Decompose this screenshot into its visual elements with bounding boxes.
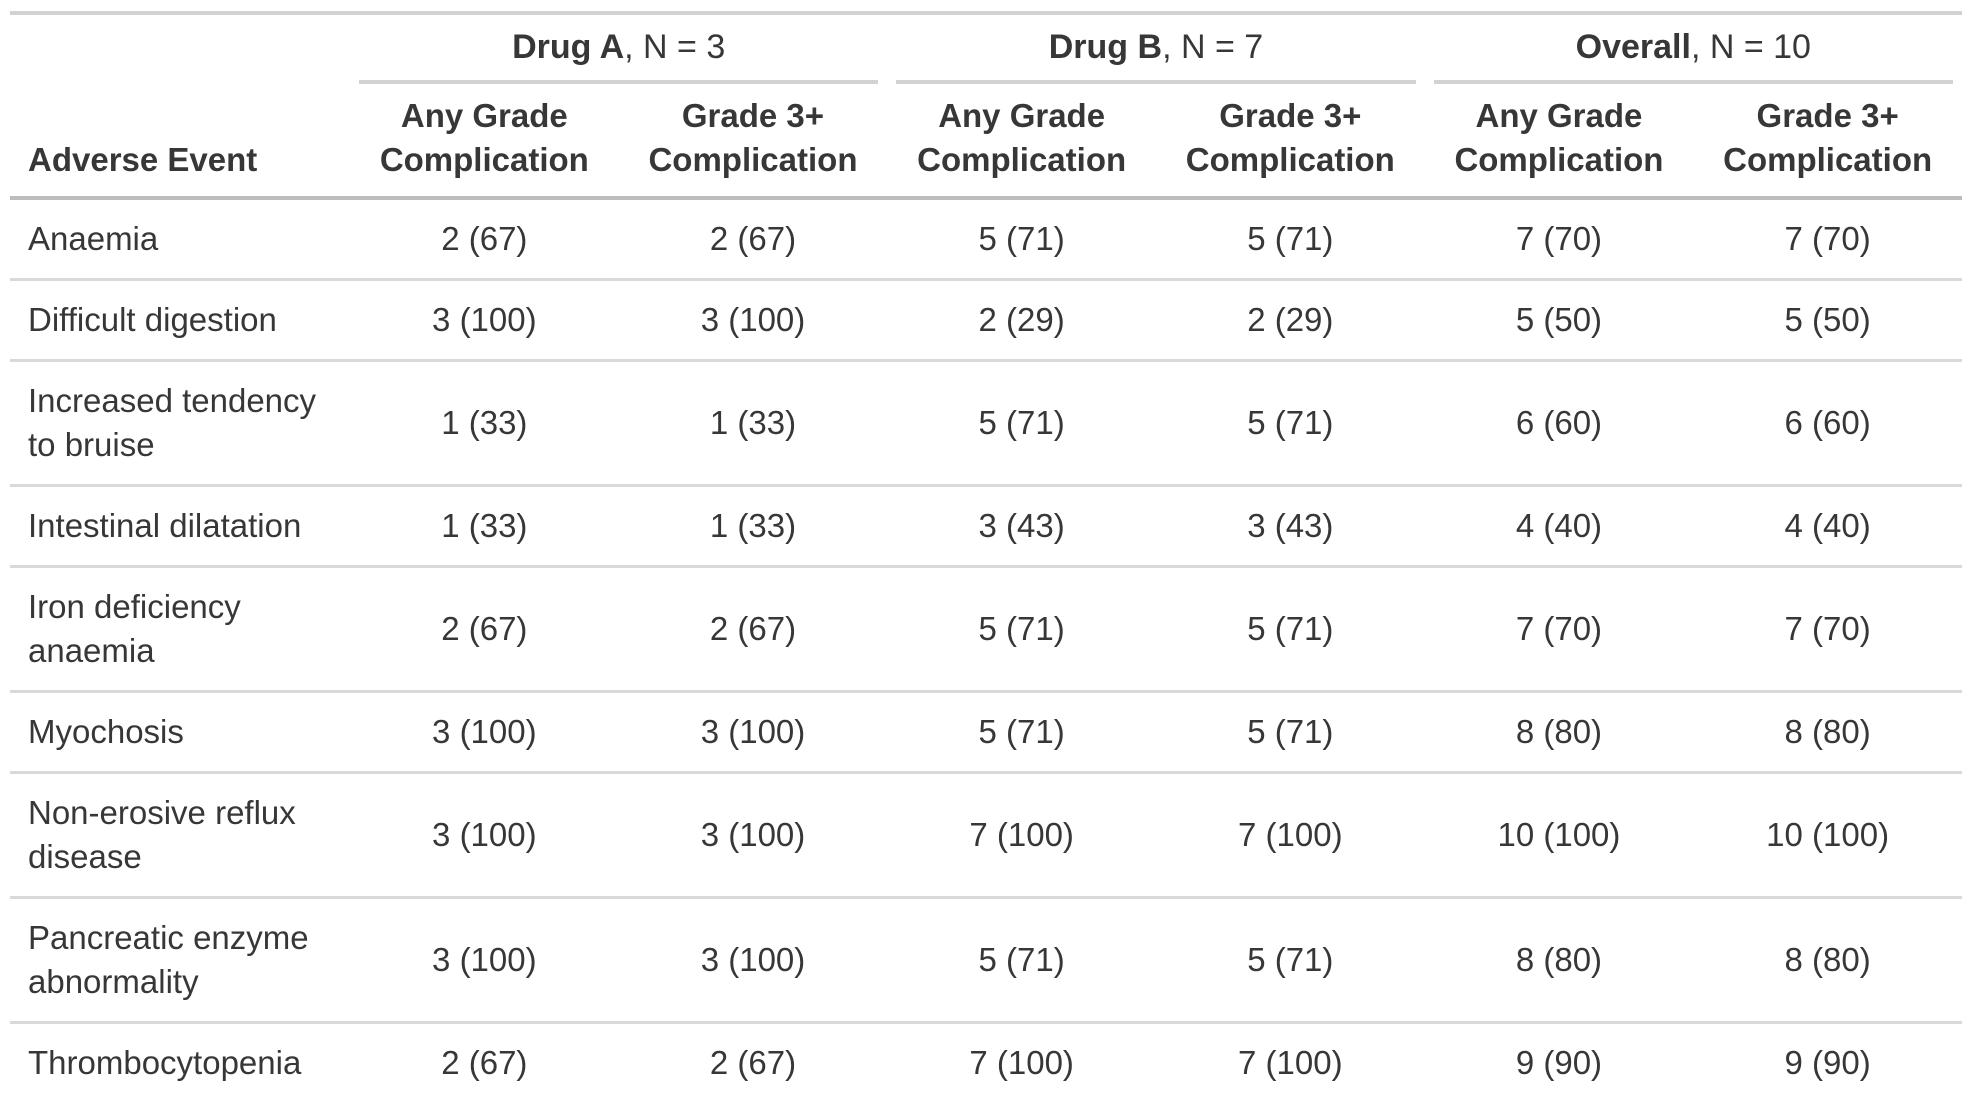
- table-row-anaemia: Anaemia 2 (67) 2 (67) 5 (71) 5 (71) 7 (7…: [10, 198, 1962, 281]
- spanner-drug-a-label: Drug A, N = 3: [512, 28, 726, 66]
- spanner-overall-label: Overall, N = 10: [1575, 28, 1811, 66]
- value-cell: 4 (40): [1424, 485, 1694, 568]
- value-cell: 2 (29): [887, 279, 1156, 362]
- event-cell: Anaemia: [10, 198, 350, 281]
- spanner-drug-a: Drug A, N = 3: [350, 13, 887, 84]
- spanner-overall: Overall, N = 10: [1425, 13, 1962, 84]
- col-header-overall-grade-3plus: Grade 3+ Complication: [1693, 84, 1962, 200]
- value-cell: 8 (80): [1693, 897, 1962, 1024]
- value-cell: 5 (71): [887, 897, 1156, 1024]
- value-cell: 7 (70): [1424, 198, 1694, 281]
- col-header-drug-a-grade-3plus: Grade 3+ Complication: [618, 84, 888, 200]
- adverse-events-table: Adverse Event Drug A, N = 3 Drug B, N = …: [10, 11, 1962, 1102]
- col-header-drug-a-any-grade: Any Grade Complication: [350, 84, 619, 200]
- event-cell: Difficult digestion: [10, 279, 350, 362]
- table-header: Adverse Event Drug A, N = 3 Drug B, N = …: [10, 13, 1962, 200]
- spanner-drug-b-label: Drug B, N = 7: [1048, 28, 1264, 66]
- column-header-row: Any Grade Complication Grade 3+ Complica…: [10, 84, 1962, 200]
- table-row-pancreatic-enzyme-abnormality: Pancreatic enzyme abnormality 3 (100) 3 …: [10, 897, 1962, 1024]
- value-cell: 2 (67): [709, 1044, 797, 1081]
- value-cell: 8 (80): [1693, 691, 1962, 774]
- value-cell: 5 (71): [1155, 691, 1425, 774]
- value-cell: 1 (33): [350, 485, 619, 568]
- value-cell: 7 (100): [1238, 1044, 1343, 1081]
- stub-header-label: Adverse Event: [28, 141, 258, 178]
- value-cell: 2 (67): [350, 566, 619, 693]
- table-body: Anaemia 2 (67) 2 (67) 5 (71) 5 (71) 7 (7…: [10, 198, 1962, 1102]
- value-cell: 5 (71): [1155, 198, 1425, 281]
- table-row-thrombocytopenia: Thrombocytopenia 2 (67) 2 (67) 7 (100) 7…: [10, 1023, 1962, 1102]
- table-row-myochosis: Myochosis 3 (100) 3 (100) 5 (71) 5 (71) …: [10, 691, 1962, 774]
- value-cell: 5 (50): [1424, 279, 1694, 362]
- value-cell: 3 (43): [887, 485, 1156, 568]
- event-cell: Non-erosive reflux disease: [10, 772, 350, 899]
- value-cell: 3 (100): [618, 691, 888, 774]
- value-cell: 5 (71): [887, 360, 1156, 487]
- table-row-iron-deficiency-anaemia: Iron deficiency anaemia 2 (67) 2 (67) 5 …: [10, 566, 1962, 693]
- value-cell: 1 (33): [618, 360, 888, 487]
- value-cell: 3 (100): [618, 772, 888, 899]
- stub-header-adverse-event: Adverse Event: [10, 13, 350, 200]
- value-cell: 2 (29): [1155, 279, 1425, 362]
- col-header-drug-b-any-grade: Any Grade Complication: [887, 84, 1156, 200]
- value-cell: 7 (100): [1155, 772, 1425, 899]
- value-cell: 3 (100): [618, 279, 888, 362]
- value-cell: 7 (70): [1424, 566, 1694, 693]
- spanner-row: Adverse Event Drug A, N = 3 Drug B, N = …: [10, 13, 1962, 200]
- table-row-intestinal-dilatation: Intestinal dilatation 1 (33) 1 (33) 3 (4…: [10, 485, 1962, 568]
- spanner-drug-b-underline: [896, 80, 1416, 84]
- value-cell: 1 (33): [350, 360, 619, 487]
- col-header-drug-b-grade-3plus: Grade 3+ Complication: [1155, 84, 1425, 200]
- event-cell: Pancreatic enzyme abnormality: [10, 897, 350, 1024]
- value-cell: 2 (67): [350, 198, 619, 281]
- value-cell: 2 (67): [618, 566, 888, 693]
- value-cell: 3 (43): [1155, 485, 1425, 568]
- event-cell: Intestinal dilatation: [10, 485, 350, 568]
- value-cell: 3 (100): [618, 897, 888, 1024]
- value-cell: 5 (71): [1155, 360, 1425, 487]
- value-cell: 8 (80): [1424, 691, 1694, 774]
- value-cell: 7 (70): [1693, 198, 1962, 281]
- value-cell: 5 (71): [1155, 566, 1425, 693]
- event-cell: Myochosis: [10, 691, 350, 774]
- value-cell: 3 (100): [350, 279, 619, 362]
- table-row-difficult-digestion: Difficult digestion 3 (100) 3 (100) 2 (2…: [10, 279, 1962, 362]
- value-cell: 5 (71): [887, 691, 1156, 774]
- value-cell: 2 (67): [441, 1044, 528, 1081]
- value-cell: 4 (40): [1693, 485, 1962, 568]
- spanner-drug-b: Drug B, N = 7: [887, 13, 1424, 84]
- value-cell: 10 (100): [1424, 772, 1694, 899]
- value-cell: 8 (80): [1424, 897, 1694, 1024]
- spanner-overall-underline: [1433, 80, 1953, 84]
- table-row-non-erosive-reflux-disease: Non-erosive reflux disease 3 (100) 3 (10…: [10, 772, 1962, 899]
- value-cell: 3 (100): [350, 772, 619, 899]
- value-cell: 9 (90): [1784, 1044, 1871, 1081]
- value-cell: 1 (33): [618, 485, 888, 568]
- value-cell: 7 (100): [969, 1044, 1074, 1081]
- value-cell: 5 (71): [887, 198, 1156, 281]
- spanner-drug-a-underline: [359, 80, 879, 84]
- value-cell: 3 (100): [350, 897, 619, 1024]
- value-cell: 3 (100): [350, 691, 619, 774]
- value-cell: 6 (60): [1693, 360, 1962, 487]
- value-cell: 10 (100): [1693, 772, 1962, 899]
- col-header-overall-any-grade: Any Grade Complication: [1424, 84, 1694, 200]
- value-cell: 7 (100): [887, 772, 1156, 899]
- event-cell: Thrombocytopenia: [28, 1044, 302, 1081]
- event-cell: Iron deficiency anaemia: [10, 566, 350, 693]
- table-row-increased-tendency-to-bruise: Increased tendency to bruise 1 (33) 1 (3…: [10, 360, 1962, 487]
- value-cell: 7 (70): [1693, 566, 1962, 693]
- value-cell: 9 (90): [1515, 1044, 1603, 1081]
- event-cell: Increased tendency to bruise: [10, 360, 350, 487]
- value-cell: 5 (71): [887, 566, 1156, 693]
- value-cell: 5 (71): [1155, 897, 1425, 1024]
- value-cell: 2 (67): [618, 198, 888, 281]
- value-cell: 5 (50): [1693, 279, 1962, 362]
- value-cell: 6 (60): [1424, 360, 1694, 487]
